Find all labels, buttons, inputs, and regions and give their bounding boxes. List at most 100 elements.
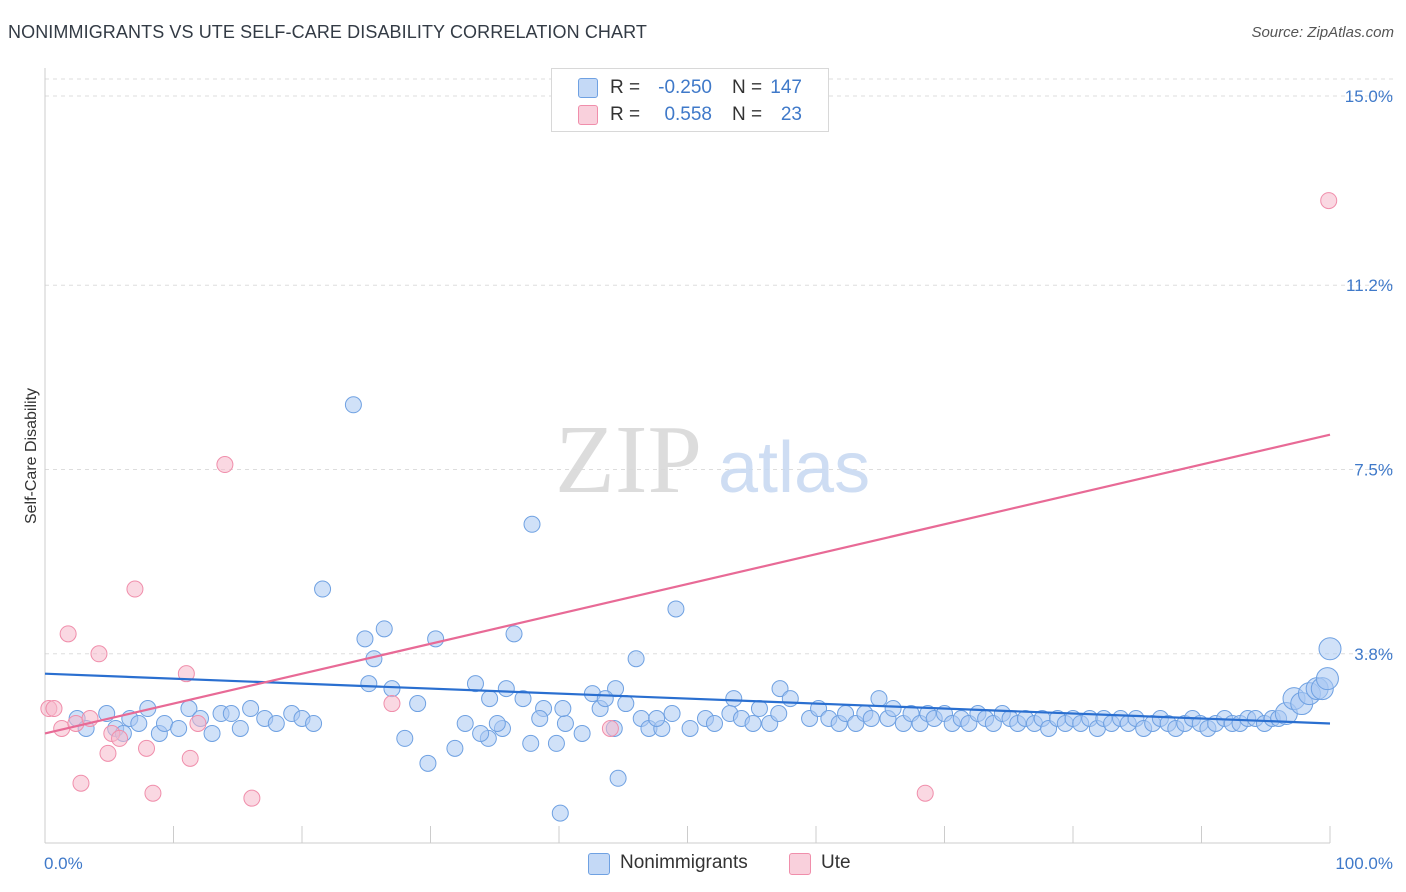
y-axis-label: Self-Care Disability	[23, 388, 40, 524]
data-point	[138, 739, 156, 757]
data-point	[231, 719, 249, 737]
data-point	[360, 675, 378, 693]
data-point	[870, 690, 888, 708]
data-point	[705, 714, 723, 732]
data-point	[601, 719, 619, 737]
data-point	[648, 710, 666, 727]
data-point	[781, 690, 799, 708]
y-tick-label: 7.5%	[1354, 461, 1393, 480]
y-tick-label: 15.0%	[1345, 87, 1393, 106]
data-point	[243, 789, 261, 807]
legend-n-label: N =	[732, 77, 763, 98]
data-point	[547, 734, 565, 752]
data-point	[522, 734, 540, 752]
data-point	[72, 774, 90, 792]
data-point	[383, 680, 401, 698]
data-point	[667, 600, 685, 618]
data-point	[177, 665, 195, 683]
series-nonimmigrants	[68, 396, 1342, 822]
y-tick-labels: 3.8% 7.5% 11.2% 15.0%	[1345, 87, 1393, 664]
data-point	[45, 700, 63, 718]
data-point	[181, 749, 199, 767]
data-point	[681, 719, 699, 737]
data-point	[305, 714, 323, 732]
x-tick-labels: 0.0% 100.0%	[44, 854, 1393, 873]
data-point	[156, 714, 174, 732]
legend-label-nonimmigrants: Nonimmigrants	[620, 852, 748, 873]
series-ute	[40, 192, 1338, 807]
legend-label-ute: Ute	[821, 852, 851, 873]
data-point	[505, 625, 523, 643]
data-point	[531, 710, 549, 727]
y-tick-label: 11.2%	[1346, 276, 1393, 295]
data-point	[573, 724, 591, 742]
grid-lines	[45, 78, 1395, 655]
data-point	[356, 630, 374, 648]
data-point	[144, 784, 162, 802]
chart-title: NONIMMIGRANTS VS UTE SELF-CARE DISABILIT…	[8, 22, 647, 42]
series-legend: Nonimmigrants Ute	[0, 852, 1406, 878]
data-point	[203, 724, 221, 742]
x-tick-label: 0.0%	[44, 854, 83, 873]
trend-line	[44, 433, 1331, 735]
data-point	[1315, 667, 1339, 691]
data-point	[884, 700, 902, 718]
data-point	[314, 580, 332, 598]
source-label: Source: ZipAtlas.com	[1251, 24, 1394, 41]
data-point	[916, 784, 934, 802]
data-point	[111, 729, 129, 747]
data-point	[514, 690, 532, 708]
data-point	[481, 690, 499, 708]
data-point	[383, 695, 401, 713]
legend-r-value: -0.250	[658, 77, 712, 98]
data-point	[396, 729, 414, 747]
data-point	[770, 705, 788, 723]
data-point	[456, 714, 474, 732]
data-point	[59, 625, 77, 643]
data-point	[771, 680, 789, 698]
correlation-legend: R = -0.250 N = 147 R = 0.558 N = 23	[551, 68, 829, 132]
x-tick-label: 100.0%	[1335, 854, 1393, 873]
data-point	[551, 804, 569, 822]
legend-n-value: 147	[770, 77, 802, 98]
watermark-zip: ZIP	[555, 406, 702, 514]
y-tick-label: 3.8%	[1354, 645, 1393, 664]
legend-swatch-ute	[578, 105, 598, 125]
legend-swatch-nonimmigrants	[578, 78, 598, 98]
data-point	[472, 724, 490, 742]
axes	[44, 68, 1331, 844]
data-point	[497, 680, 515, 698]
data-point	[242, 700, 260, 718]
legend-r-label: R =	[610, 104, 641, 125]
legend-row-nonimmigrants: R = -0.250 N = 147	[552, 75, 828, 101]
data-point	[750, 700, 768, 718]
legend-r-label: R =	[610, 77, 641, 98]
data-point	[90, 645, 108, 663]
legend-row-ute: R = 0.558 N = 23	[552, 102, 828, 128]
data-point	[609, 769, 627, 787]
legend-n-label: N =	[732, 104, 763, 125]
data-point	[130, 714, 148, 732]
watermark-atlas: atlas	[718, 428, 870, 508]
data-point	[523, 515, 541, 533]
data-point	[663, 705, 681, 723]
data-point	[1318, 637, 1342, 661]
data-point	[744, 714, 762, 732]
data-point	[189, 714, 207, 732]
data-point	[596, 690, 614, 708]
data-point	[409, 695, 427, 713]
data-point	[725, 690, 743, 708]
trend-line	[44, 672, 1331, 725]
legend-swatch-ute	[789, 853, 811, 875]
data-point	[375, 620, 393, 638]
data-point	[617, 695, 635, 713]
data-point	[554, 700, 572, 718]
legend-n-value: 23	[780, 104, 802, 125]
data-point	[446, 739, 464, 757]
data-point	[466, 675, 484, 693]
data-point	[556, 714, 574, 732]
legend-r-value: 0.558	[664, 104, 712, 125]
data-point	[99, 744, 117, 762]
data-point	[67, 714, 85, 732]
